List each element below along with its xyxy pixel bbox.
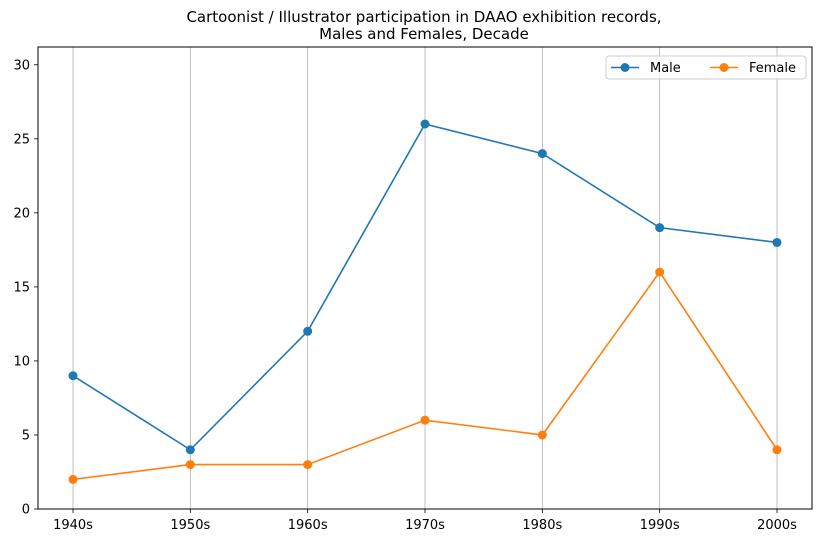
legend-label-female: Female: [749, 61, 796, 76]
data-point-female: [655, 267, 665, 277]
y-tick-label: 5: [22, 428, 30, 443]
y-tick-label: 25: [13, 132, 30, 147]
x-tick-label: 1940s: [53, 518, 93, 533]
chart-title-line-2: Males and Females, Decade: [319, 25, 529, 43]
legend: Male Female: [605, 55, 807, 80]
data-point-male: [772, 237, 782, 247]
legend-entry-male: Male: [611, 61, 681, 76]
x-tick-label: 2000s: [757, 518, 797, 533]
series-lines: [68, 119, 782, 484]
data-point-female: [303, 460, 313, 470]
data-point-male: [185, 445, 195, 455]
y-tick-label: 15: [13, 280, 30, 295]
x-tick-label: 1990s: [640, 518, 680, 533]
x-tick-label: 1960s: [288, 518, 328, 533]
x-tick-label: 1980s: [522, 518, 562, 533]
series-female: [68, 267, 782, 484]
data-point-female: [68, 474, 78, 484]
y-axis: 0 5 10 15 20 25 30: [13, 58, 38, 518]
series-male: [68, 119, 782, 455]
y-tick-label: 30: [13, 58, 30, 73]
data-point-female: [537, 430, 547, 440]
y-tick-label: 0: [22, 503, 30, 518]
data-point-male: [68, 371, 78, 381]
legend-entry-female: Female: [710, 61, 796, 76]
data-point-male: [655, 223, 665, 233]
x-tick-label: 1950s: [170, 518, 210, 533]
data-point-female: [420, 415, 430, 425]
legend-marker-male: [620, 63, 630, 72]
legend-label-male: Male: [650, 61, 681, 76]
y-tick-label: 10: [13, 354, 30, 369]
legend-marker-female: [719, 63, 729, 72]
y-tick-label: 20: [13, 206, 30, 221]
gridlines: [72, 47, 778, 509]
x-axis: 1940s 1950s 1960s 1970s 1980s 1990s 2000s: [53, 509, 797, 533]
data-point-male: [303, 326, 313, 336]
data-point-male: [537, 149, 547, 159]
chart-title-line-1: Cartoonist / Illustrator participation i…: [186, 8, 661, 26]
data-point-male: [420, 119, 430, 129]
x-tick-label: 1970s: [405, 518, 445, 533]
legend-box: [605, 55, 807, 80]
data-point-female: [772, 445, 782, 455]
chart-title: Cartoonist / Illustrator participation i…: [186, 8, 661, 43]
data-point-female: [185, 460, 195, 470]
